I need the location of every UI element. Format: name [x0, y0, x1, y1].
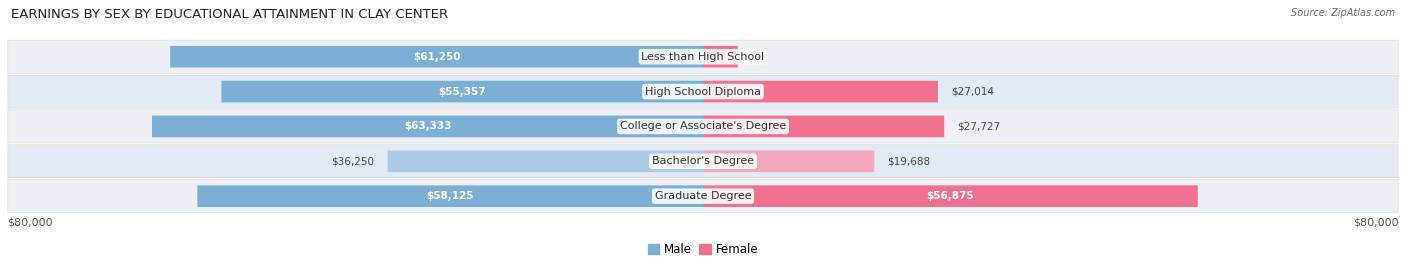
Text: $61,250: $61,250: [413, 52, 460, 62]
Text: $36,250: $36,250: [332, 156, 374, 166]
Text: Graduate Degree: Graduate Degree: [655, 191, 751, 201]
FancyBboxPatch shape: [388, 150, 703, 172]
FancyBboxPatch shape: [703, 46, 738, 68]
FancyBboxPatch shape: [8, 40, 1398, 73]
FancyBboxPatch shape: [703, 185, 1198, 207]
Text: $80,000: $80,000: [7, 218, 52, 228]
Text: Source: ZipAtlas.com: Source: ZipAtlas.com: [1291, 8, 1395, 18]
Text: $19,688: $19,688: [887, 156, 931, 166]
Text: College or Associate's Degree: College or Associate's Degree: [620, 121, 786, 132]
Text: $27,727: $27,727: [957, 121, 1001, 132]
FancyBboxPatch shape: [221, 81, 703, 102]
FancyBboxPatch shape: [197, 185, 703, 207]
Text: $58,125: $58,125: [426, 191, 474, 201]
FancyBboxPatch shape: [8, 145, 1398, 178]
FancyBboxPatch shape: [8, 180, 1398, 213]
Text: $0: $0: [751, 52, 763, 62]
FancyBboxPatch shape: [8, 110, 1398, 143]
Text: Bachelor's Degree: Bachelor's Degree: [652, 156, 754, 166]
Text: $55,357: $55,357: [439, 87, 486, 97]
Text: $80,000: $80,000: [1354, 218, 1399, 228]
FancyBboxPatch shape: [703, 81, 938, 102]
Text: $63,333: $63,333: [404, 121, 451, 132]
Text: $56,875: $56,875: [927, 191, 974, 201]
Text: High School Diploma: High School Diploma: [645, 87, 761, 97]
Legend: Male, Female: Male, Female: [648, 243, 758, 256]
FancyBboxPatch shape: [170, 46, 703, 68]
FancyBboxPatch shape: [703, 116, 945, 137]
Text: $27,014: $27,014: [950, 87, 994, 97]
FancyBboxPatch shape: [152, 116, 703, 137]
FancyBboxPatch shape: [8, 75, 1398, 108]
Text: Less than High School: Less than High School: [641, 52, 765, 62]
FancyBboxPatch shape: [703, 150, 875, 172]
Text: EARNINGS BY SEX BY EDUCATIONAL ATTAINMENT IN CLAY CENTER: EARNINGS BY SEX BY EDUCATIONAL ATTAINMEN…: [11, 8, 449, 21]
